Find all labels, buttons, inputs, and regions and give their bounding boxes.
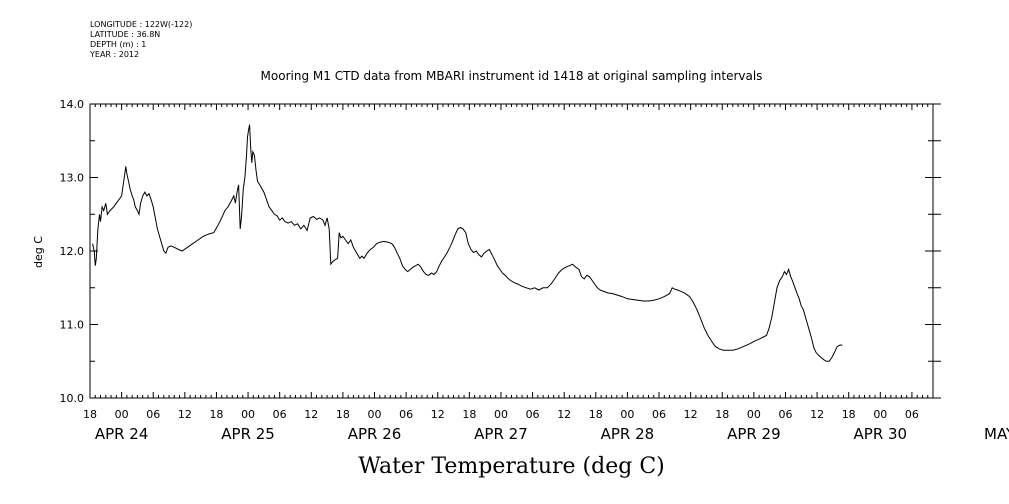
day-label: APR 27 (474, 425, 528, 443)
x-tick-label: 12 (431, 408, 445, 421)
x-tick-label: 00 (873, 408, 887, 421)
y-tick-label: 11.0 (60, 319, 85, 332)
x-tick-label: 12 (810, 408, 824, 421)
x-tick-label: 06 (905, 408, 919, 421)
axes: 18 00 06 12 18 00 06 12 18 00 06 12 18 00 06 12 18 00 06 12… (60, 98, 1009, 443)
x-tick-label: 18 (209, 408, 223, 421)
x-tick-label: 12 (178, 408, 192, 421)
x-tick-label: 06 (146, 408, 160, 421)
day-label: MAY 1 (984, 425, 1009, 443)
y-tick-label: 14.0 (60, 98, 85, 111)
x-tick-label: 06 (526, 408, 540, 421)
x-tick-label: 18 (336, 408, 350, 421)
x-tick-label: 06 (652, 408, 666, 421)
series-line (92, 124, 843, 362)
x-tick-label: 00 (368, 408, 382, 421)
day-label: APR 24 (95, 425, 149, 443)
x-tick-label: 18 (462, 408, 476, 421)
x-tick-label: 00 (241, 408, 255, 421)
x-tick-label: 00 (747, 408, 761, 421)
year-label: YEAR : 2012 (90, 50, 140, 59)
day-label: APR 29 (727, 425, 781, 443)
plot-frame (89, 103, 934, 399)
y-axis-label: deg C (32, 236, 45, 268)
x-tick-label: 12 (684, 408, 698, 421)
x-tick-label: 00 (620, 408, 634, 421)
chart-title: Mooring M1 CTD data from MBARI instrumen… (260, 69, 763, 83)
day-label: APR 30 (854, 425, 908, 443)
depth-label: DEPTH (m) : 1 (90, 40, 147, 49)
x-tick-label: 06 (273, 408, 287, 421)
x-tick-label: 18 (589, 408, 603, 421)
x-axis-label: Water Temperature (deg C) (358, 454, 665, 479)
x-tick-label: 12 (304, 408, 318, 421)
x-tick-label: 06 (399, 408, 413, 421)
x-tick-label: 18 (715, 408, 729, 421)
y-tick-label: 13.0 (60, 172, 85, 185)
y-tick-label: 12.0 (60, 245, 85, 258)
day-label: APR 25 (221, 425, 275, 443)
x-tick-label: 00 (115, 408, 129, 421)
y-tick-label: 10.0 (60, 392, 85, 405)
latitude-label: LATITUDE : 36.8N (90, 30, 161, 39)
x-tick-label: 00 (494, 408, 508, 421)
x-tick-label: 18 (842, 408, 856, 421)
x-tick-label: 06 (778, 408, 792, 421)
day-label: APR 26 (348, 425, 402, 443)
longitude-label: LONGITUDE : 122W(-122) (90, 20, 193, 29)
metadata-block: LONGITUDE : 122W(-122) LATITUDE : 36.8N … (90, 20, 192, 60)
x-tick-label: 18 (83, 408, 97, 421)
x-tick-label: 12 (557, 408, 571, 421)
day-label: APR 28 (601, 425, 655, 443)
